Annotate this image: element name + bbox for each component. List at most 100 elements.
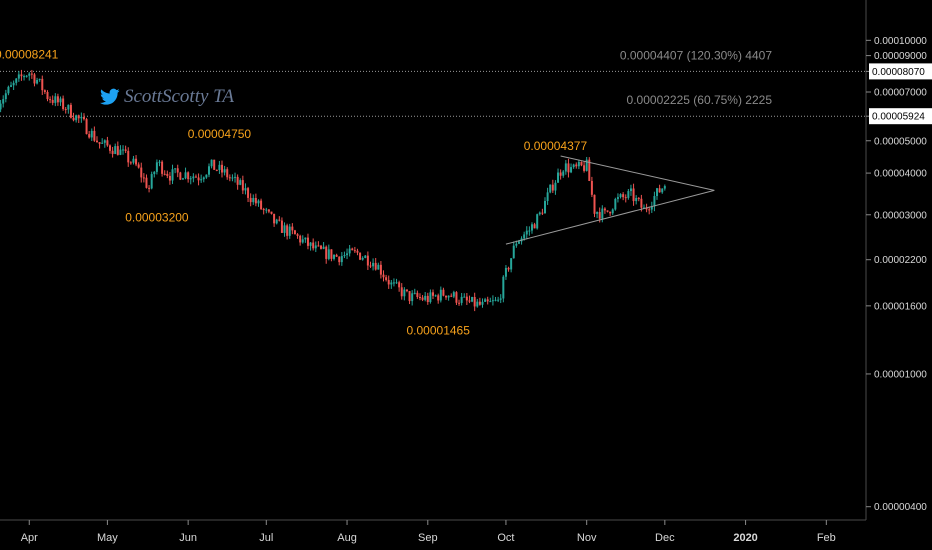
candle-body xyxy=(88,134,91,138)
candle-body xyxy=(114,146,117,154)
candle-body xyxy=(392,282,395,284)
candle-body xyxy=(572,164,575,168)
candle-body xyxy=(418,296,421,298)
candle-body xyxy=(109,145,112,151)
candle-body xyxy=(262,209,265,211)
candle-body xyxy=(101,142,104,144)
candle-body xyxy=(207,166,210,175)
candle-body xyxy=(445,295,448,298)
candle-body xyxy=(23,76,26,78)
candle-body xyxy=(546,192,549,202)
candle-body xyxy=(351,248,354,251)
candle-body xyxy=(460,296,463,303)
x-tick-label: Jul xyxy=(259,532,273,544)
candle-body xyxy=(189,178,192,180)
candle-body xyxy=(171,169,174,181)
candle-body xyxy=(640,198,643,208)
candle-body xyxy=(54,96,57,103)
candle-body xyxy=(400,287,403,297)
candle-body xyxy=(603,208,606,211)
candle-body xyxy=(95,140,98,143)
candle-body xyxy=(28,73,31,76)
candle-body xyxy=(2,99,5,104)
candle-body xyxy=(549,184,552,193)
candle-body xyxy=(447,295,450,298)
candle-body xyxy=(247,188,250,198)
candle-body xyxy=(41,78,44,91)
candle-body xyxy=(533,224,536,229)
horizontal-level-label: 0.00002225 (60.75%) 2225 xyxy=(627,93,773,107)
candle-body xyxy=(340,256,343,263)
candle-body xyxy=(507,267,510,270)
y-tick-label: 0.00005000 xyxy=(874,136,927,147)
candle-body xyxy=(179,172,182,180)
candle-body xyxy=(616,197,619,199)
candle-body xyxy=(372,262,375,267)
candle-body xyxy=(619,194,622,198)
candle-body xyxy=(314,245,317,249)
candle-body xyxy=(481,301,484,305)
candle-body xyxy=(62,98,65,109)
y-tick-label: 0.00007000 xyxy=(874,88,927,99)
candle-body xyxy=(523,234,526,239)
candle-body xyxy=(463,296,466,298)
candle-body xyxy=(609,211,612,214)
candles xyxy=(0,69,666,312)
twitter-bird-icon xyxy=(100,88,120,105)
candle-body xyxy=(559,172,562,176)
y-tick-label: 0.00004000 xyxy=(874,169,927,180)
candle-body xyxy=(395,282,398,284)
candle-body xyxy=(228,177,231,179)
candle-body xyxy=(249,197,252,203)
candle-body xyxy=(658,188,661,193)
candle-body xyxy=(140,167,143,178)
candle-body xyxy=(432,292,434,296)
candle-body xyxy=(200,179,203,181)
candle-body xyxy=(106,140,109,146)
x-tick-label: Nov xyxy=(577,532,597,544)
candle-body xyxy=(557,172,560,183)
candle-body xyxy=(215,169,218,171)
candle-body xyxy=(497,299,500,301)
candle-body xyxy=(64,108,67,110)
candle-body xyxy=(359,252,362,260)
candle-body xyxy=(252,197,255,203)
candle-body xyxy=(635,197,638,202)
candle-body xyxy=(33,74,36,84)
candle-body xyxy=(116,146,119,155)
x-tick-label: Aug xyxy=(337,532,357,544)
candle-body xyxy=(77,115,80,119)
candle-body xyxy=(468,300,471,302)
candle-body xyxy=(499,298,502,300)
candle-body xyxy=(536,214,539,229)
candle-body xyxy=(398,282,401,288)
candle-body xyxy=(168,175,171,181)
candle-body xyxy=(585,159,588,171)
candle-body xyxy=(36,79,39,84)
candle-body xyxy=(187,172,190,180)
candle-body xyxy=(301,239,304,243)
candle-body xyxy=(577,161,580,167)
candle-body xyxy=(20,74,23,77)
candle-body xyxy=(267,209,270,212)
candle-body xyxy=(51,99,54,103)
candle-body xyxy=(166,173,169,176)
candle-body xyxy=(72,117,75,121)
candle-body xyxy=(452,292,455,297)
candle-body xyxy=(369,265,372,267)
candle-body xyxy=(174,168,177,170)
candle-body xyxy=(494,299,497,301)
price-annotation: 0.00004377 xyxy=(524,139,588,153)
candle-body xyxy=(624,197,627,199)
x-tick-label: Apr xyxy=(21,532,38,544)
price-tag-text: 0.00005924 xyxy=(872,112,925,123)
candle-body xyxy=(335,254,338,257)
price-annotation: 0.00001465 xyxy=(407,324,471,338)
candle-body xyxy=(622,194,625,198)
candle-body xyxy=(286,225,289,236)
candle-body xyxy=(544,201,547,214)
candle-body xyxy=(234,176,237,178)
candle-body xyxy=(75,115,78,121)
